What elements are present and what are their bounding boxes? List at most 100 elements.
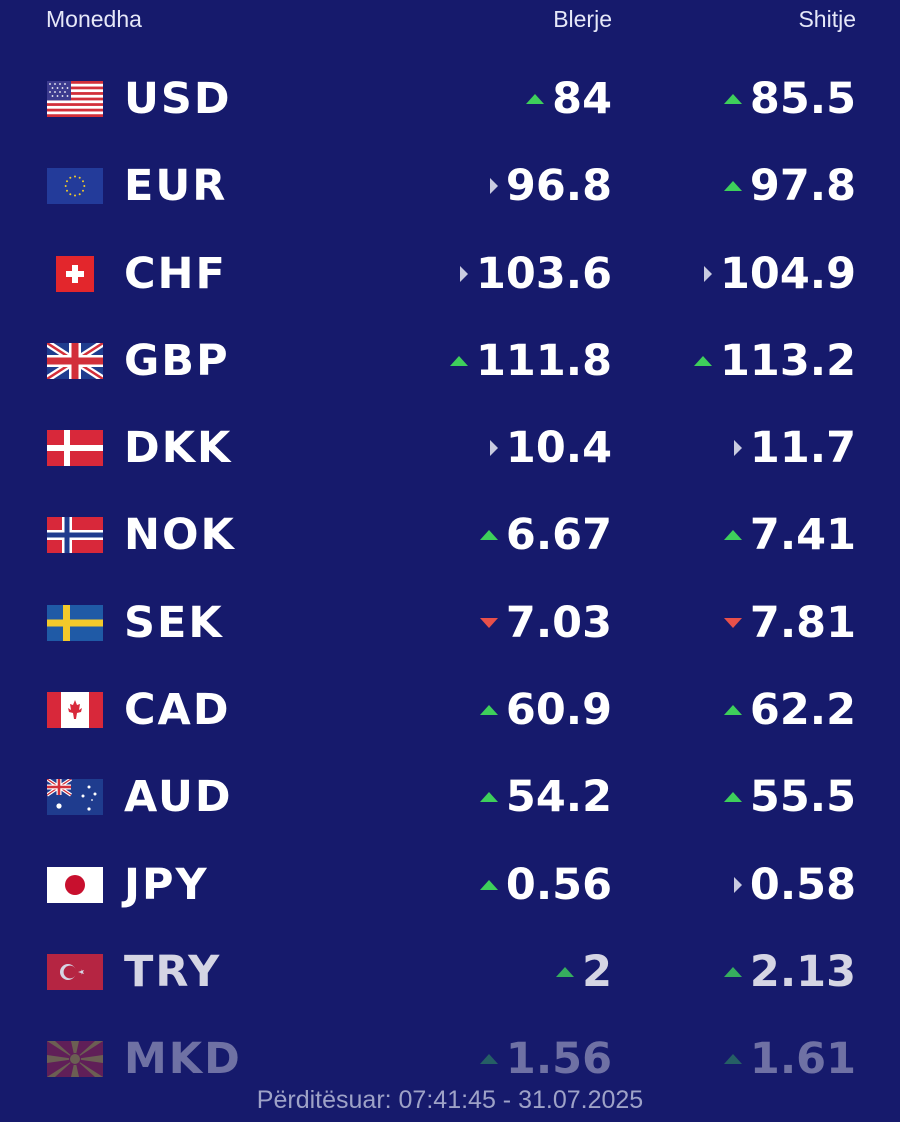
buy-rate-value: 6.67 bbox=[505, 510, 612, 561]
trend-up-icon bbox=[479, 530, 498, 541]
trend-unchanged-icon bbox=[489, 440, 498, 457]
buy-rate: 54.2 bbox=[479, 771, 612, 823]
rate-row-usd: USD 84 85.5 bbox=[0, 56, 900, 143]
buy-rate-value: 84 bbox=[552, 74, 612, 124]
buy-rate: 111.8 bbox=[449, 335, 612, 387]
rate-row-mkd: MKD 1.56 1.61 bbox=[0, 1016, 900, 1103]
rate-row-jpy: JPY 0.56 0.58 bbox=[0, 842, 900, 929]
buy-column-header: Blerje bbox=[553, 6, 612, 32]
table-header: Monedha Blerje Shitje bbox=[0, 0, 900, 42]
currency-code: NOK bbox=[124, 510, 236, 561]
trend-down-icon bbox=[479, 617, 498, 628]
sell-rate: 55.5 bbox=[723, 771, 856, 823]
sell-rate: 7.81 bbox=[723, 597, 856, 649]
buy-rate-value: 2 bbox=[582, 946, 612, 997]
currency-code: GBP bbox=[124, 335, 230, 386]
north-macedonia-flag-icon bbox=[47, 1041, 103, 1078]
currency-code: SEK bbox=[124, 597, 224, 648]
buy-rate: 6.67 bbox=[479, 509, 612, 561]
sell-rate-value: 7.81 bbox=[749, 597, 856, 648]
sell-column-header: Shitje bbox=[798, 6, 856, 32]
trend-up-icon bbox=[723, 530, 742, 541]
trend-unchanged-icon bbox=[703, 265, 712, 282]
currency-code: AUD bbox=[124, 772, 233, 823]
trend-up-icon bbox=[723, 94, 742, 104]
sell-rate-value: 2.13 bbox=[749, 946, 856, 997]
trend-up-icon bbox=[723, 181, 742, 192]
rates-list: USD 84 85.5 EUR 96.8 97.8 bbox=[0, 56, 900, 1104]
sell-rate-value: 104.9 bbox=[719, 248, 856, 299]
trend-unchanged-icon bbox=[459, 265, 468, 282]
japan-flag-icon bbox=[47, 866, 103, 903]
buy-rate-value: 103.6 bbox=[475, 248, 612, 299]
rate-row-cad: CAD 60.9 62.2 bbox=[0, 667, 900, 754]
sell-rate: 62.2 bbox=[723, 684, 856, 736]
currency-code: MKD bbox=[124, 1034, 242, 1085]
buy-rate: 103.6 bbox=[459, 248, 612, 300]
trend-up-icon bbox=[723, 792, 742, 803]
sell-rate: 2.13 bbox=[723, 946, 856, 998]
sell-rate: 7.41 bbox=[723, 509, 856, 561]
currency-column-header: Monedha bbox=[46, 6, 142, 32]
rate-row-nok: NOK 6.67 7.41 bbox=[0, 492, 900, 579]
trend-up-icon bbox=[693, 355, 712, 366]
sweden-flag-icon bbox=[47, 604, 103, 641]
buy-rate: 84 bbox=[526, 73, 612, 125]
sell-rate: 85.5 bbox=[723, 73, 856, 125]
sell-rate-value: 97.8 bbox=[749, 161, 856, 212]
currency-code: DKK bbox=[124, 423, 233, 474]
sell-rate: 0.58 bbox=[733, 859, 856, 911]
sell-rate: 104.9 bbox=[703, 248, 856, 300]
australia-flag-icon bbox=[47, 779, 103, 816]
buy-rate: 60.9 bbox=[479, 684, 612, 736]
currency-code: EUR bbox=[124, 161, 228, 212]
denmark-flag-icon bbox=[47, 430, 103, 467]
trend-up-icon bbox=[526, 94, 545, 104]
rate-row-dkk: DKK 10.4 11.7 bbox=[0, 405, 900, 492]
sell-rate-value: 62.2 bbox=[749, 685, 856, 736]
switzerland-flag-icon bbox=[47, 255, 103, 292]
sell-rate: 113.2 bbox=[693, 335, 856, 387]
rate-row-chf: CHF 103.6 104.9 bbox=[0, 231, 900, 318]
trend-unchanged-icon bbox=[489, 178, 498, 195]
trend-up-icon bbox=[479, 879, 498, 890]
rate-row-try: TRY 2 2.13 bbox=[0, 929, 900, 1016]
trend-down-icon bbox=[723, 617, 742, 628]
turkey-flag-icon bbox=[47, 953, 103, 990]
trend-up-icon bbox=[556, 966, 575, 977]
sell-rate-value: 85.5 bbox=[749, 74, 856, 124]
usa-flag-icon bbox=[47, 81, 103, 117]
rate-row-aud: AUD 54.2 55.5 bbox=[0, 754, 900, 841]
trend-unchanged-icon bbox=[733, 440, 742, 457]
last-updated-text: Përditësuar: 07:41:45 - 31.07.2025 bbox=[256, 1086, 644, 1114]
buy-rate-value: 7.03 bbox=[505, 597, 612, 648]
trend-up-icon bbox=[723, 705, 742, 716]
trend-up-icon bbox=[723, 1054, 742, 1065]
buy-rate-value: 96.8 bbox=[505, 161, 612, 212]
currency-code: CHF bbox=[124, 248, 227, 299]
sell-rate-value: 55.5 bbox=[749, 772, 856, 823]
currency-code: JPY bbox=[124, 859, 209, 910]
buy-rate: 2 bbox=[556, 946, 612, 998]
norway-flag-icon bbox=[47, 517, 103, 554]
trend-up-icon bbox=[449, 355, 468, 366]
currency-code: USD bbox=[124, 74, 232, 124]
sell-rate-value: 0.58 bbox=[749, 859, 856, 910]
trend-unchanged-icon bbox=[733, 876, 742, 893]
buy-rate: 96.8 bbox=[489, 160, 612, 212]
currency-code: CAD bbox=[124, 685, 231, 736]
buy-rate-value: 54.2 bbox=[505, 772, 612, 823]
canada-flag-icon bbox=[47, 692, 103, 729]
buy-rate-value: 111.8 bbox=[475, 335, 612, 386]
buy-rate-value: 10.4 bbox=[505, 423, 612, 474]
currency-code: TRY bbox=[124, 946, 222, 997]
buy-rate: 7.03 bbox=[479, 597, 612, 649]
eu-flag-icon bbox=[47, 168, 103, 205]
buy-rate-value: 60.9 bbox=[505, 685, 612, 736]
trend-up-icon bbox=[479, 1054, 498, 1065]
sell-rate-value: 1.61 bbox=[749, 1034, 856, 1085]
buy-rate-value: 0.56 bbox=[505, 859, 612, 910]
sell-rate-value: 7.41 bbox=[749, 510, 856, 561]
trend-up-icon bbox=[479, 792, 498, 803]
